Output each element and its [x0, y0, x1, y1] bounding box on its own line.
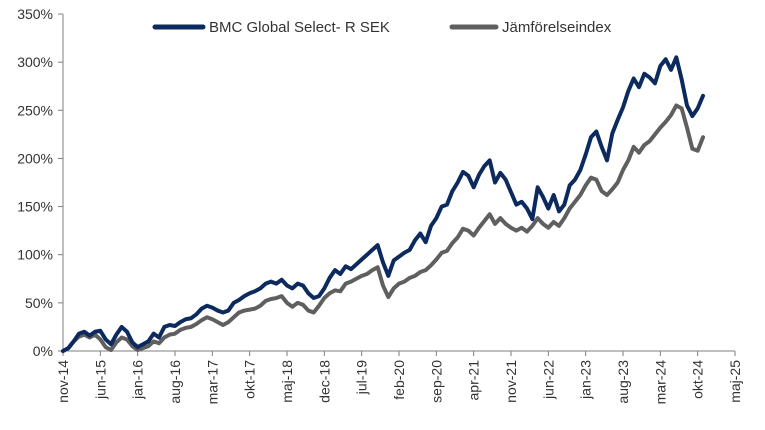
axes — [62, 14, 735, 352]
x-tick-label: okt-24 — [690, 360, 706, 399]
y-tick-label: 150% — [17, 199, 53, 215]
x-tick-label: apr-21 — [466, 360, 482, 401]
legend: BMC Global Select- R SEK Jämförelseindex — [152, 19, 612, 36]
y-tick-label: 250% — [17, 102, 53, 118]
series-line-benchmark — [61, 103, 705, 353]
x-tick-label: sep-20 — [428, 360, 444, 403]
series-line-fund — [61, 55, 705, 353]
x-tick-label: jan-16 — [130, 360, 146, 400]
y-axis-ticks: 0% 50% 100% 150% 200% 250% 300% 350% — [17, 6, 63, 359]
y-tick-label: 50% — [25, 295, 53, 311]
x-axis-ticks: nov-14 jun-15 jan-16 aug-16 mar-17 okt-17 maj-… — [55, 351, 743, 404]
legend-label-benchmark: Jämförelseindex — [502, 19, 612, 36]
x-tick-label: feb-20 — [391, 360, 407, 400]
x-tick-label: nov-14 — [55, 360, 71, 403]
x-tick-label: mar-17 — [204, 360, 220, 405]
x-tick-label: aug-23 — [615, 360, 631, 404]
y-tick-label: 200% — [17, 150, 53, 166]
y-tick-label: 300% — [17, 54, 53, 70]
series-lines — [61, 55, 705, 353]
legend-label-fund: BMC Global Select- R SEK — [209, 19, 390, 36]
x-tick-label: jul-19 — [354, 360, 370, 395]
x-tick-label: aug-16 — [167, 360, 183, 404]
x-tick-label: okt-17 — [242, 360, 258, 399]
x-tick-label: jan-23 — [578, 360, 594, 400]
y-tick-label: 0% — [33, 343, 53, 359]
x-tick-label: maj-18 — [279, 360, 295, 403]
y-tick-label: 100% — [17, 247, 53, 263]
x-tick-label: mar-24 — [652, 360, 668, 405]
x-tick-label: jun-15 — [92, 360, 108, 400]
x-tick-label: jun-22 — [540, 360, 556, 400]
x-tick-label: dec-18 — [316, 360, 332, 403]
y-tick-label: 350% — [17, 6, 53, 22]
x-tick-label: nov-21 — [503, 360, 519, 403]
x-tick-label: maj-25 — [727, 360, 743, 403]
